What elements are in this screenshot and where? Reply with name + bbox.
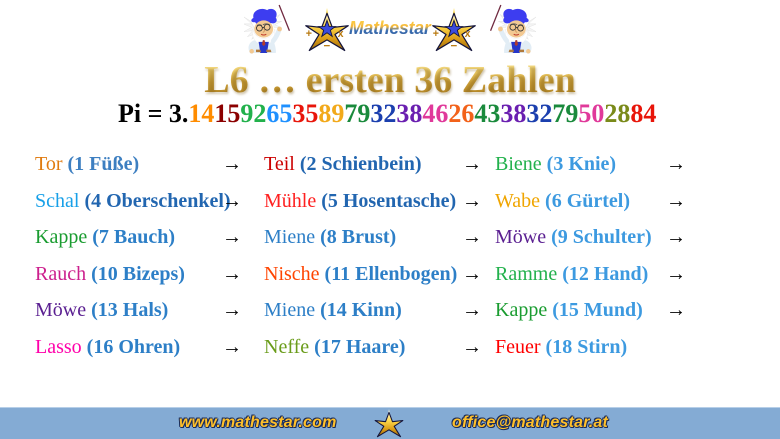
svg-text:−: −: [323, 41, 330, 53]
svg-text:−: −: [450, 41, 457, 53]
svg-text:+: +: [433, 28, 439, 40]
svg-text:x: x: [465, 28, 471, 40]
svg-text:+: +: [306, 28, 312, 40]
svg-text:x: x: [338, 28, 344, 40]
